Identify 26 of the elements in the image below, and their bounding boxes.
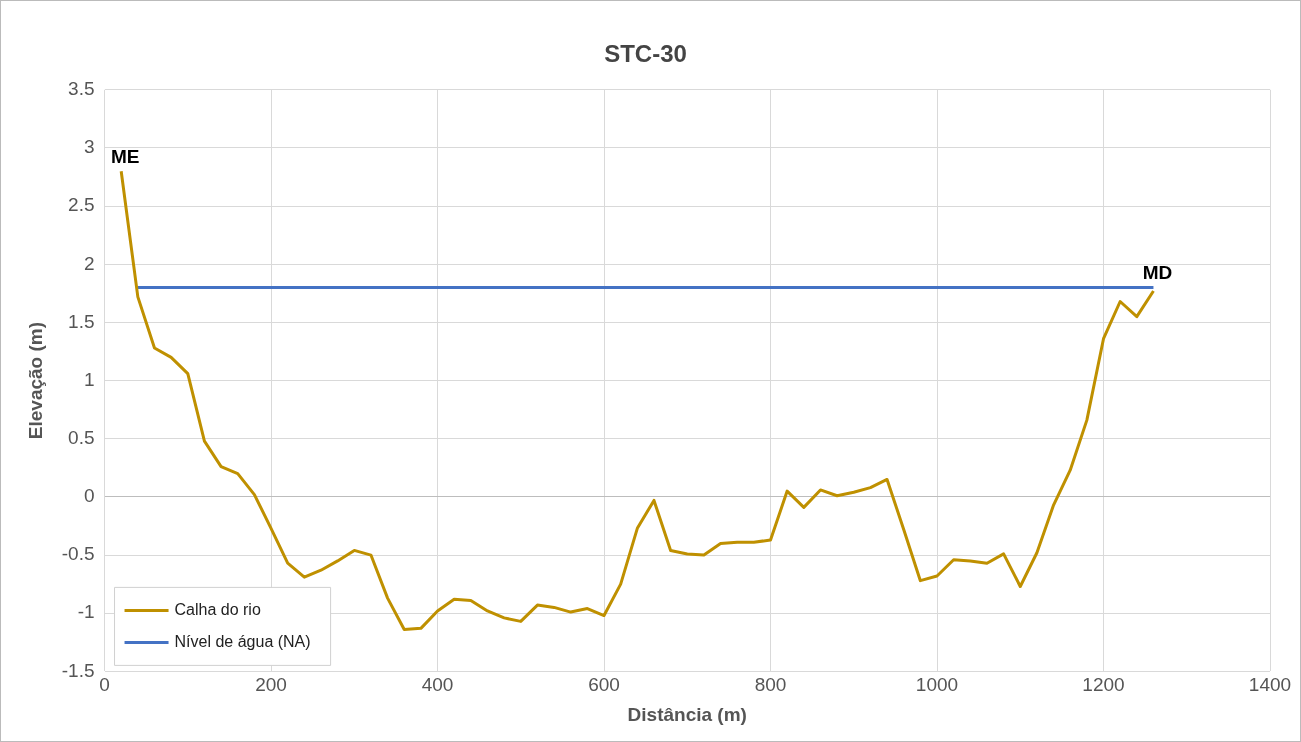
annotation: MD [1142, 262, 1173, 284]
y-tick-label: 2.5 [68, 194, 95, 216]
y-tick-label: 1.5 [68, 310, 95, 332]
x-tick-label: 800 [754, 674, 787, 696]
y-axis-title: Elevação (m) [24, 321, 46, 440]
y-tick-label: 0.5 [68, 426, 95, 448]
y-tick-label: -1.5 [61, 659, 95, 681]
x-tick-label: 1000 [915, 674, 959, 696]
x-tick-label: 400 [421, 674, 454, 696]
y-tick-label: 2 [83, 252, 95, 274]
y-tick-label: 1 [83, 368, 95, 390]
x-tick-label: 200 [255, 674, 287, 696]
x-axis-title: Distância (m) [627, 703, 747, 725]
y-tick-label: 3.5 [68, 78, 95, 100]
y-tick-label: 0 [83, 485, 95, 507]
legend-label: Nível de água (NA) [174, 632, 311, 650]
y-tick-label: -1 [77, 601, 95, 623]
y-tick-label: 3 [83, 136, 95, 158]
x-tick-label: 1200 [1082, 674, 1125, 696]
x-tick-label: 1400 [1248, 674, 1292, 696]
y-tick-label: -0.5 [61, 543, 95, 565]
annotation: ME [110, 145, 140, 167]
x-tick-label: 0 [99, 674, 110, 696]
chart-title: STC-30 [604, 40, 687, 68]
legend-label: Calha do rio [174, 600, 261, 618]
x-tick-label: 600 [588, 674, 620, 696]
